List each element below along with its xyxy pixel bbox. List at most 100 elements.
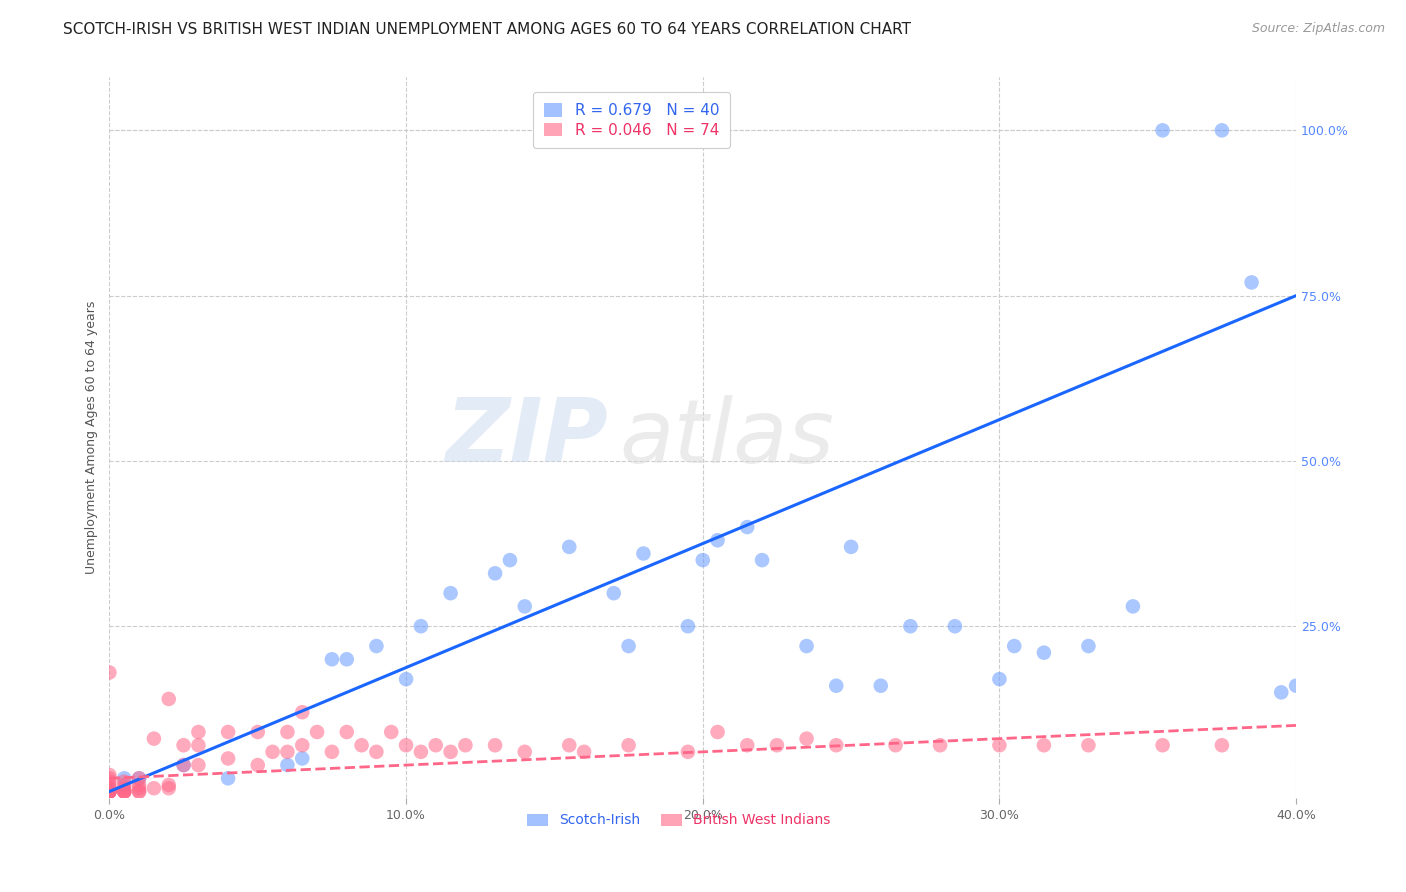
Point <box>173 738 195 752</box>
Point <box>366 639 388 653</box>
Point <box>276 725 298 739</box>
Point <box>336 725 359 739</box>
Point <box>1270 685 1292 699</box>
Point <box>766 738 789 752</box>
Point <box>98 778 121 792</box>
Point <box>173 758 195 772</box>
Point <box>1077 738 1099 752</box>
Point <box>98 784 121 798</box>
Point <box>128 778 150 792</box>
Point <box>276 745 298 759</box>
Point <box>603 586 626 600</box>
Point <box>98 772 121 786</box>
Point <box>558 540 581 554</box>
Text: atlas: atlas <box>620 395 835 481</box>
Point <box>187 738 209 752</box>
Point <box>839 540 862 554</box>
Point <box>572 745 595 759</box>
Point <box>1032 738 1054 752</box>
Point <box>439 745 461 759</box>
Point <box>98 784 121 798</box>
Point <box>112 772 135 786</box>
Point <box>142 731 165 746</box>
Point <box>869 679 891 693</box>
Point <box>1077 639 1099 653</box>
Point <box>128 772 150 786</box>
Point <box>98 665 121 680</box>
Point <box>98 784 121 798</box>
Point <box>929 738 952 752</box>
Point <box>157 778 180 792</box>
Point <box>321 745 343 759</box>
Point <box>884 738 907 752</box>
Text: Source: ZipAtlas.com: Source: ZipAtlas.com <box>1251 22 1385 36</box>
Point <box>112 781 135 796</box>
Legend: Scotch-Irish, British West Indians: Scotch-Irish, British West Indians <box>520 806 838 834</box>
Point <box>1122 599 1144 614</box>
Point <box>409 745 432 759</box>
Point <box>187 758 209 772</box>
Point <box>1240 276 1263 290</box>
Point <box>633 547 655 561</box>
Point <box>98 784 121 798</box>
Point <box>350 738 373 752</box>
Point <box>735 738 758 752</box>
Text: SCOTCH-IRISH VS BRITISH WEST INDIAN UNEMPLOYMENT AMONG AGES 60 TO 64 YEARS CORRE: SCOTCH-IRISH VS BRITISH WEST INDIAN UNEM… <box>63 22 911 37</box>
Point <box>617 639 640 653</box>
Point <box>1032 646 1054 660</box>
Point <box>366 745 388 759</box>
Point <box>157 692 180 706</box>
Point <box>291 738 314 752</box>
Point <box>395 672 418 686</box>
Point <box>112 774 135 789</box>
Point <box>187 725 209 739</box>
Point <box>513 599 536 614</box>
Point <box>513 745 536 759</box>
Point <box>676 745 699 759</box>
Point <box>558 738 581 752</box>
Point <box>128 781 150 796</box>
Point <box>128 784 150 798</box>
Point <box>484 738 506 752</box>
Point <box>988 738 1011 752</box>
Point <box>112 784 135 798</box>
Point <box>425 738 447 752</box>
Point <box>1211 738 1233 752</box>
Point <box>262 745 284 759</box>
Point <box>217 772 239 786</box>
Point <box>307 725 329 739</box>
Point <box>1285 679 1308 693</box>
Point <box>825 738 848 752</box>
Point <box>173 758 195 772</box>
Text: ZIP: ZIP <box>446 394 607 482</box>
Point <box>796 639 818 653</box>
Point <box>692 553 714 567</box>
Point <box>98 784 121 798</box>
Point <box>943 619 966 633</box>
Point <box>988 672 1011 686</box>
Point <box>128 784 150 798</box>
Point <box>1211 123 1233 137</box>
Point <box>291 751 314 765</box>
Point <box>499 553 522 567</box>
Point <box>1152 738 1174 752</box>
Point <box>409 619 432 633</box>
Point <box>112 778 135 792</box>
Point <box>217 751 239 765</box>
Point <box>142 781 165 796</box>
Point <box>246 725 269 739</box>
Point <box>128 772 150 786</box>
Point <box>380 725 402 739</box>
Point <box>484 566 506 581</box>
Point <box>98 781 121 796</box>
Point <box>1002 639 1025 653</box>
Y-axis label: Unemployment Among Ages 60 to 64 years: Unemployment Among Ages 60 to 64 years <box>86 301 98 574</box>
Point <box>395 738 418 752</box>
Point <box>735 520 758 534</box>
Point <box>98 774 121 789</box>
Point <box>796 731 818 746</box>
Point <box>157 781 180 796</box>
Point <box>1152 123 1174 137</box>
Point <box>706 725 728 739</box>
Point <box>98 781 121 796</box>
